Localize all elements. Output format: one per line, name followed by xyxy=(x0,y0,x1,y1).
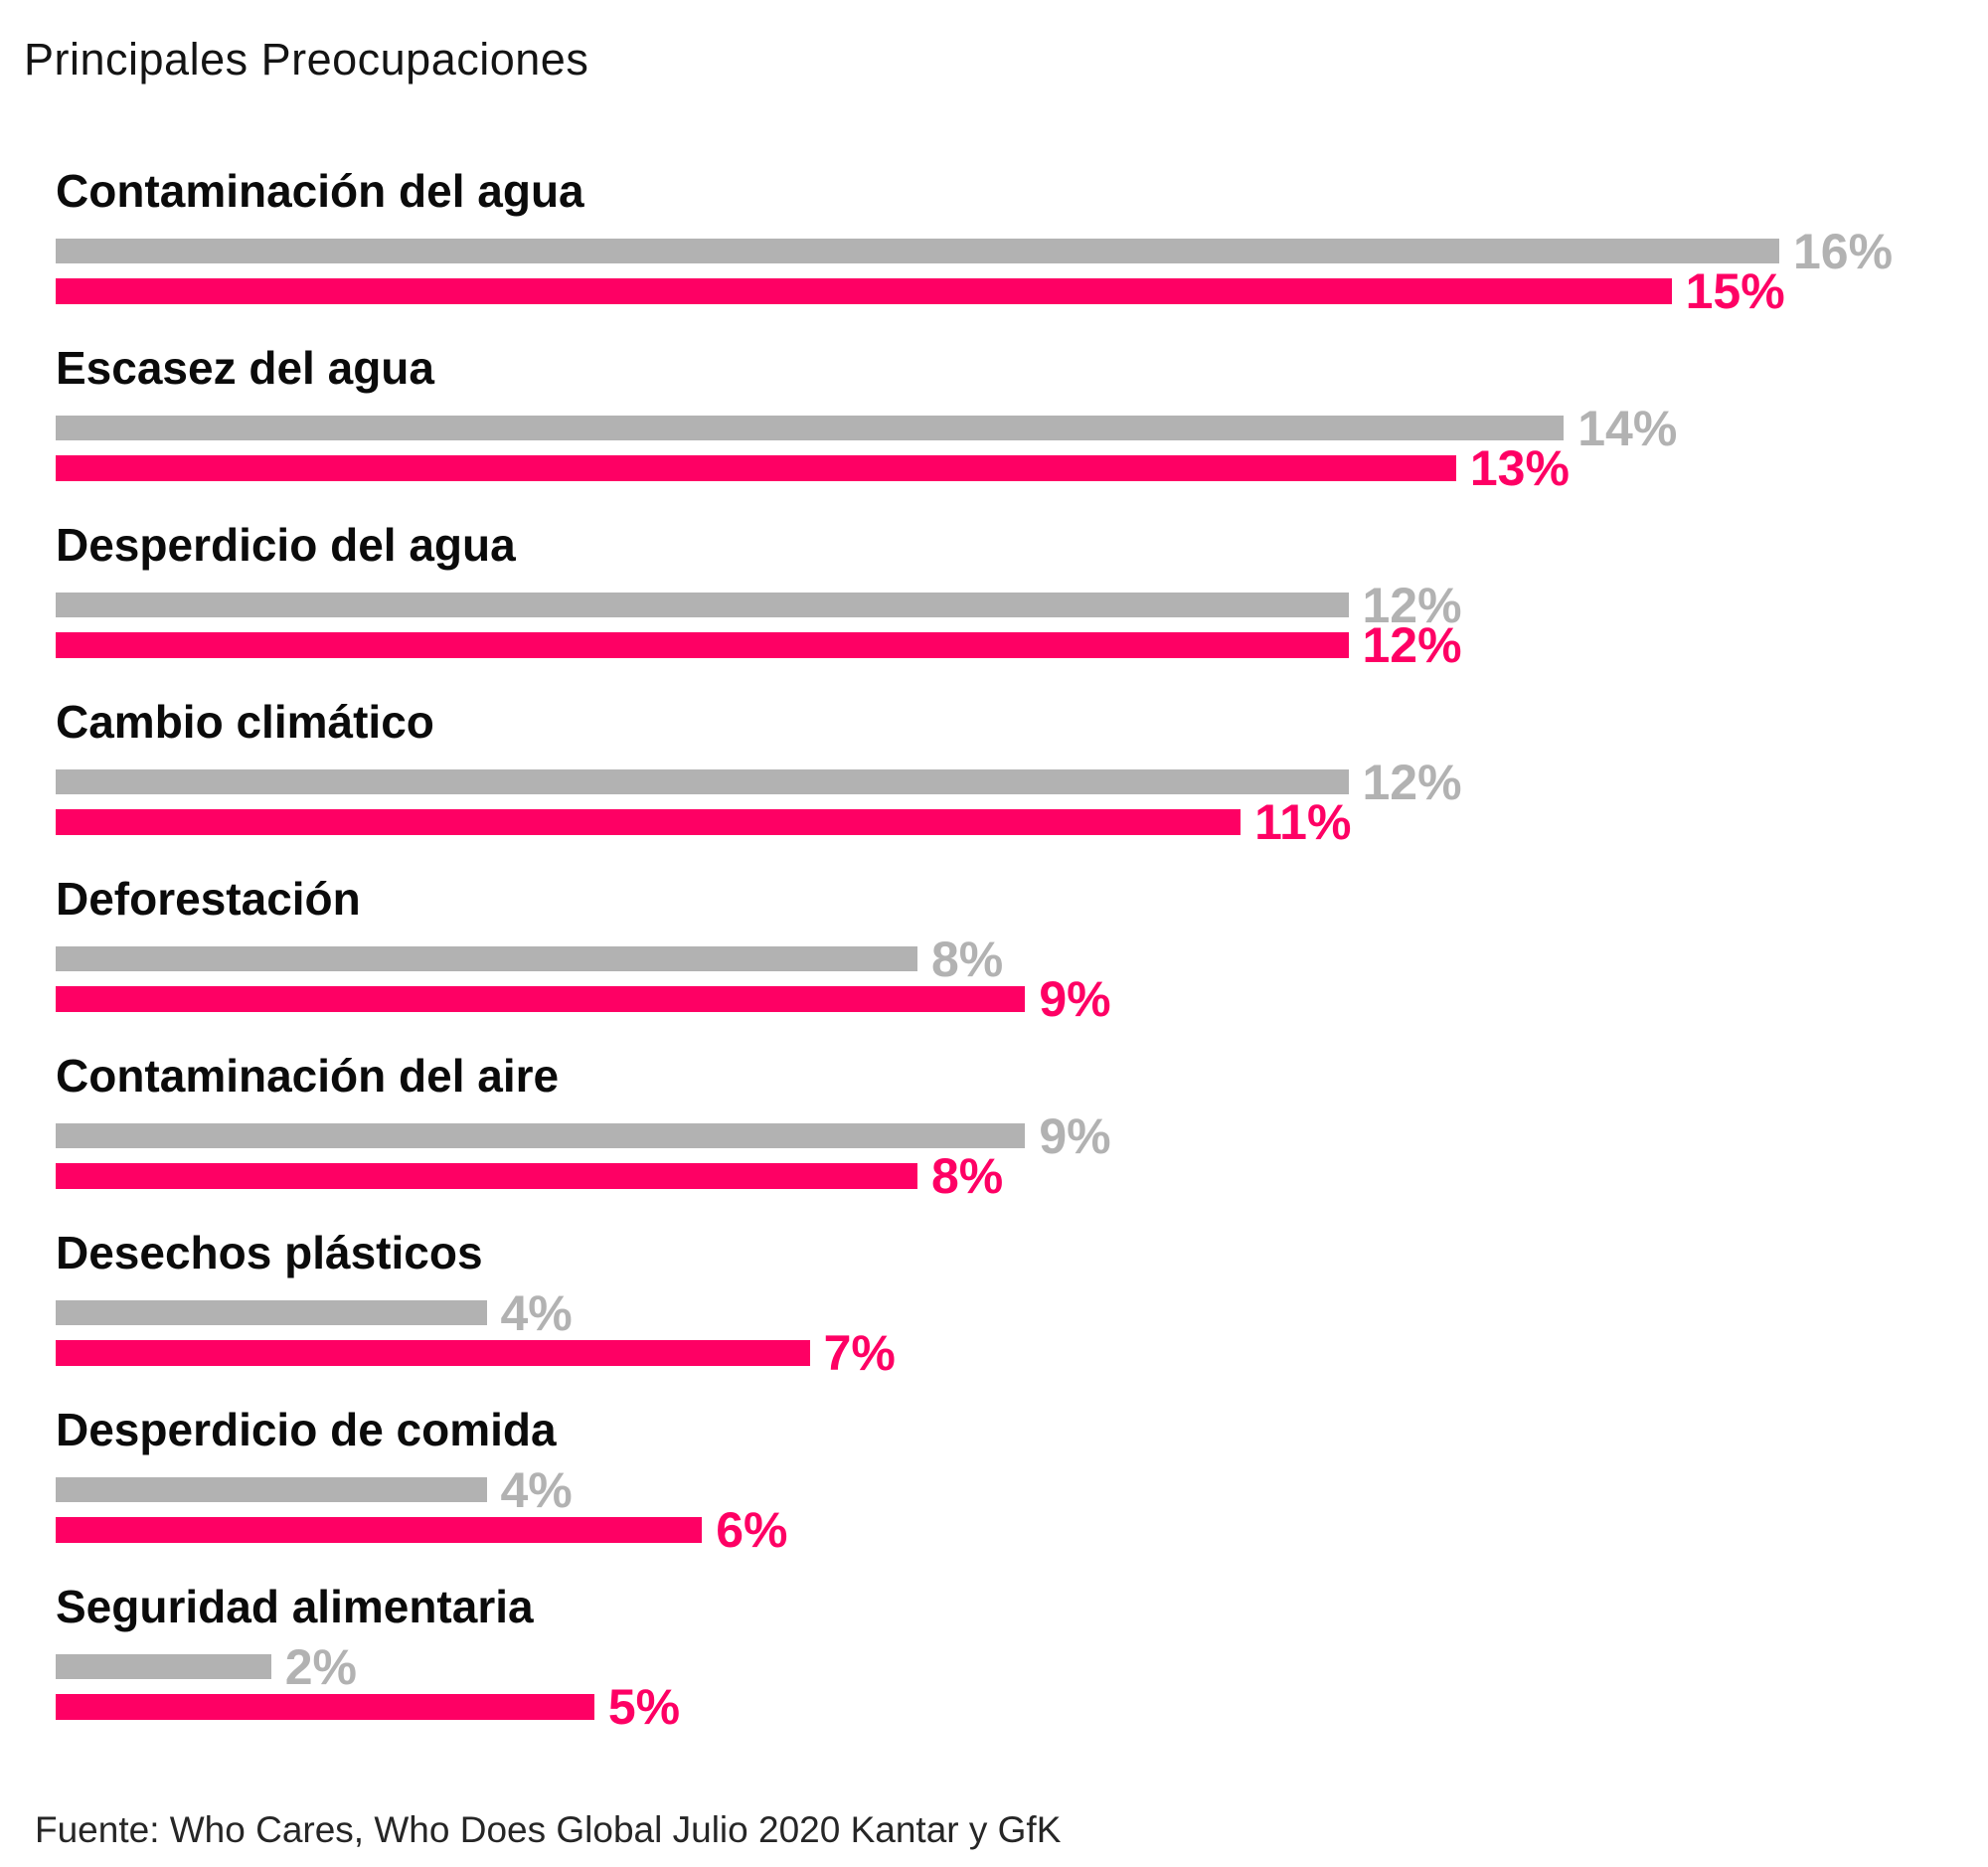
category-row: Contaminación del agua 16% 15% xyxy=(56,167,1974,344)
source-note: Fuente: Who Cares, Who Does Global Julio… xyxy=(35,1809,1062,1850)
category-label: Deforestación xyxy=(56,873,361,925)
category-row: Contaminación del aire 9% 8% xyxy=(56,1052,1974,1229)
gray-bar xyxy=(56,593,1349,617)
gray-bar-line: 2% xyxy=(56,1642,1974,1692)
gray-bar-value: 8% xyxy=(931,931,1004,987)
category-label: Desechos plásticos xyxy=(56,1227,483,1278)
page-title: Principales Preocupaciones xyxy=(24,34,589,85)
pink-bar-value: 8% xyxy=(931,1148,1004,1204)
gray-bar-line: 8% xyxy=(56,934,1974,984)
gray-bar-line: 4% xyxy=(56,1288,1974,1338)
pink-bar xyxy=(56,455,1456,481)
pink-bar-value: 6% xyxy=(716,1502,788,1558)
category-label: Contaminación del aire xyxy=(56,1050,560,1102)
pink-bar-line: 6% xyxy=(56,1505,1974,1555)
pink-bar-value: 15% xyxy=(1685,263,1785,319)
gray-bar-line: 12% xyxy=(56,581,1974,630)
pink-bar-value: 7% xyxy=(823,1325,896,1381)
pink-bar-line: 13% xyxy=(56,443,1974,493)
gray-bar-value: 2% xyxy=(284,1638,358,1695)
pink-bar-value: 11% xyxy=(1254,794,1352,850)
category-label: Escasez del agua xyxy=(56,342,434,394)
pink-bar-value: 13% xyxy=(1469,440,1570,496)
category-label: Desperdicio del agua xyxy=(56,519,516,571)
pink-bar-value: 12% xyxy=(1362,617,1462,673)
pink-bar xyxy=(56,1163,917,1189)
gray-bar-line: 4% xyxy=(56,1465,1974,1515)
gray-bar-value: 9% xyxy=(1039,1107,1111,1164)
pink-bar xyxy=(56,632,1349,658)
pink-bar xyxy=(56,1340,810,1366)
pink-bar-line: 8% xyxy=(56,1151,1974,1201)
gray-bar-value: 4% xyxy=(500,1461,573,1518)
pink-bar-line: 12% xyxy=(56,620,1974,670)
bar-chart: Contaminación del agua 16% 15% Escasez d… xyxy=(56,167,1974,1760)
gray-bar-line: 9% xyxy=(56,1111,1974,1161)
gray-bar-line: 12% xyxy=(56,758,1974,807)
pink-bar-value: 5% xyxy=(607,1679,681,1735)
gray-bar-value: 12% xyxy=(1362,577,1462,633)
gray-bar xyxy=(56,416,1565,440)
category-row: Deforestación 8% 9% xyxy=(56,875,1974,1052)
gray-bar-value: 16% xyxy=(1793,223,1894,279)
gray-bar-value: 12% xyxy=(1362,754,1462,810)
gray-bar xyxy=(56,239,1779,263)
category-row: Seguridad alimentaria 2% 5% xyxy=(56,1583,1974,1760)
category-label: Seguridad alimentaria xyxy=(56,1581,534,1632)
pink-bar-value: 9% xyxy=(1039,971,1111,1027)
category-label: Desperdicio de comida xyxy=(56,1404,557,1455)
pink-bar xyxy=(56,809,1242,835)
category-label: Cambio climático xyxy=(56,696,434,748)
gray-bar xyxy=(56,1477,487,1502)
pink-bar-line: 9% xyxy=(56,974,1974,1024)
pink-bar xyxy=(56,1694,594,1720)
pink-bar xyxy=(56,278,1672,304)
gray-bar xyxy=(56,1654,271,1679)
pink-bar xyxy=(56,986,1026,1012)
gray-bar xyxy=(56,1300,487,1325)
gray-bar-line: 14% xyxy=(56,404,1974,453)
category-row: Desechos plásticos 4% 7% xyxy=(56,1229,1974,1406)
gray-bar xyxy=(56,769,1349,794)
category-row: Cambio climático 12% 11% xyxy=(56,698,1974,875)
pink-bar-line: 5% xyxy=(56,1682,1974,1732)
category-row: Desperdicio de comida 4% 6% xyxy=(56,1406,1974,1583)
gray-bar xyxy=(56,946,917,971)
gray-bar-value: 4% xyxy=(500,1284,573,1341)
pink-bar xyxy=(56,1517,703,1543)
category-label: Contaminación del agua xyxy=(56,165,584,217)
gray-bar xyxy=(56,1123,1026,1148)
gray-bar-line: 16% xyxy=(56,227,1974,276)
pink-bar-line: 7% xyxy=(56,1328,1974,1378)
pink-bar-line: 11% xyxy=(56,797,1974,847)
category-row: Escasez del agua 14% 13% xyxy=(56,344,1974,521)
pink-bar-line: 15% xyxy=(56,266,1974,316)
category-row: Desperdicio del agua 12% 12% xyxy=(56,521,1974,698)
gray-bar-value: 14% xyxy=(1577,400,1678,456)
